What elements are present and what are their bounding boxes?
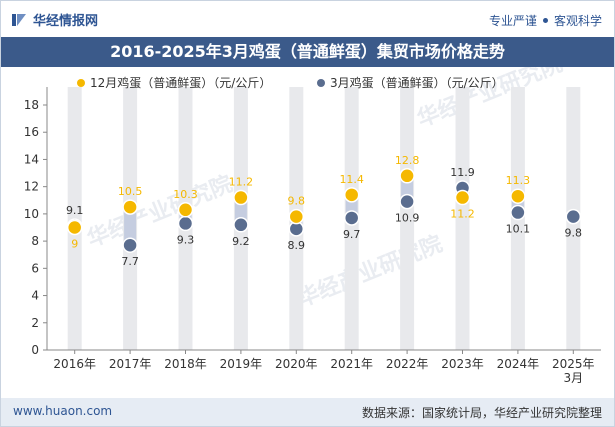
y-tick-label: 2 — [31, 316, 39, 330]
watermark-text: 华经产业研究院 — [294, 231, 447, 313]
data-label-march: 9.7 — [343, 228, 361, 241]
point-march — [399, 193, 415, 210]
watermark-text: 华经产业研究院 — [84, 171, 237, 253]
data-label-december: 9.8 — [288, 195, 306, 208]
data-label-march: 9.3 — [177, 233, 195, 246]
data-label-december: 9 — [71, 238, 78, 251]
y-tick-label: 8 — [31, 234, 39, 248]
x-tick-label: 2017年 — [109, 357, 152, 371]
tagline-left: 专业严谨 — [488, 14, 537, 28]
point-december — [510, 188, 526, 204]
x-tick-label: 2021年 — [330, 357, 373, 371]
brand-logo-icon — [12, 13, 26, 26]
separator-dot-icon — [542, 18, 548, 23]
data-label-march: 7.7 — [121, 255, 139, 268]
brand-name: 华经情报网 — [33, 14, 99, 29]
point-march — [177, 215, 194, 232]
data-label-december: 12.8 — [395, 154, 420, 167]
top-bar: 华经情报网 专业严谨 客观科学 — [1, 1, 614, 37]
data-label-march: 9.8 — [565, 227, 583, 240]
data-label-march: 9.1 — [66, 204, 84, 217]
y-tick-label: 12 — [24, 180, 39, 194]
data-label-december: 11.2 — [229, 176, 254, 189]
y-tick-label: 0 — [31, 343, 39, 357]
data-label-march: 10.9 — [395, 212, 420, 225]
x-tick-label: 2020年 — [275, 357, 318, 371]
point-december — [343, 187, 360, 203]
y-tick-label: 16 — [24, 125, 39, 139]
chart-title: 2016-2025年3月鸡蛋（普通鲜蛋）集贸市场价格走势 — [110, 42, 505, 61]
legend-marker-march — [317, 79, 325, 87]
point-march — [510, 204, 526, 221]
x-tick-label: 2023年 — [441, 357, 484, 371]
footer: www.huaon.com 数据来源：国家统计局，华经产业研究院整理 — [1, 398, 614, 426]
point-december — [399, 168, 415, 184]
category-band — [400, 87, 415, 350]
point-december — [177, 202, 194, 218]
data-label-march: 9.2 — [232, 235, 250, 248]
data-label-december: 11.4 — [339, 173, 364, 186]
footer-website: www.huaon.com — [13, 404, 113, 418]
y-tick-label: 4 — [31, 289, 39, 303]
legend-marker-december — [77, 79, 85, 87]
point-march — [233, 217, 249, 233]
point-december — [233, 189, 249, 206]
point-march — [343, 210, 360, 226]
data-label-march: 8.9 — [288, 239, 306, 252]
y-tick-label: 18 — [24, 98, 39, 112]
y-tick-label: 6 — [31, 261, 39, 275]
legend-label-march: 3月鸡蛋（普通鲜蛋）（元/公斤） — [330, 75, 504, 90]
data-label-march: 11.9 — [450, 166, 475, 179]
x-tick-label: 2025年 — [552, 357, 595, 371]
x-tick-label: 2018年 — [164, 357, 207, 371]
tagline-right: 客观科学 — [553, 14, 602, 28]
x-tick-label: 2019年 — [220, 357, 263, 371]
data-label-december: 10.3 — [173, 188, 198, 201]
point-march — [122, 237, 138, 253]
data-label-march: 10.1 — [506, 223, 531, 236]
y-tick-label: 10 — [24, 207, 39, 221]
title-bar: 2016-2025年3月鸡蛋（普通鲜蛋）集贸市场价格走势 — [1, 37, 614, 67]
range-connector — [124, 207, 137, 246]
data-label-december: 11.3 — [506, 174, 531, 187]
point-december — [122, 199, 138, 215]
footer-source: 数据来源：国家统计局，华经产业研究院整理 — [361, 406, 602, 420]
tagline: 专业严谨 客观科学 — [489, 12, 602, 29]
data-label-december: 10.5 — [118, 185, 143, 198]
point-december — [66, 219, 83, 236]
point-december — [288, 208, 305, 225]
point-march — [565, 208, 582, 225]
x-tick-label: 2022年 — [386, 357, 429, 371]
category-band — [455, 87, 470, 350]
data-label-december: 11.2 — [450, 208, 475, 221]
chart-plot: 华经产业研究院华经产业研究院华经产业研究院0246810121416182016… — [24, 67, 601, 385]
y-tick-label: 14 — [24, 152, 39, 166]
legend-label-december: 12月鸡蛋（普通鲜蛋）（元/公斤） — [90, 75, 271, 90]
x-tick-label: 2016年 — [53, 357, 96, 371]
x-tick-label: 3月 — [563, 371, 583, 385]
x-tick-label: 2024年 — [497, 357, 540, 371]
brand: 华经情报网 — [11, 10, 98, 29]
point-december — [454, 189, 471, 206]
